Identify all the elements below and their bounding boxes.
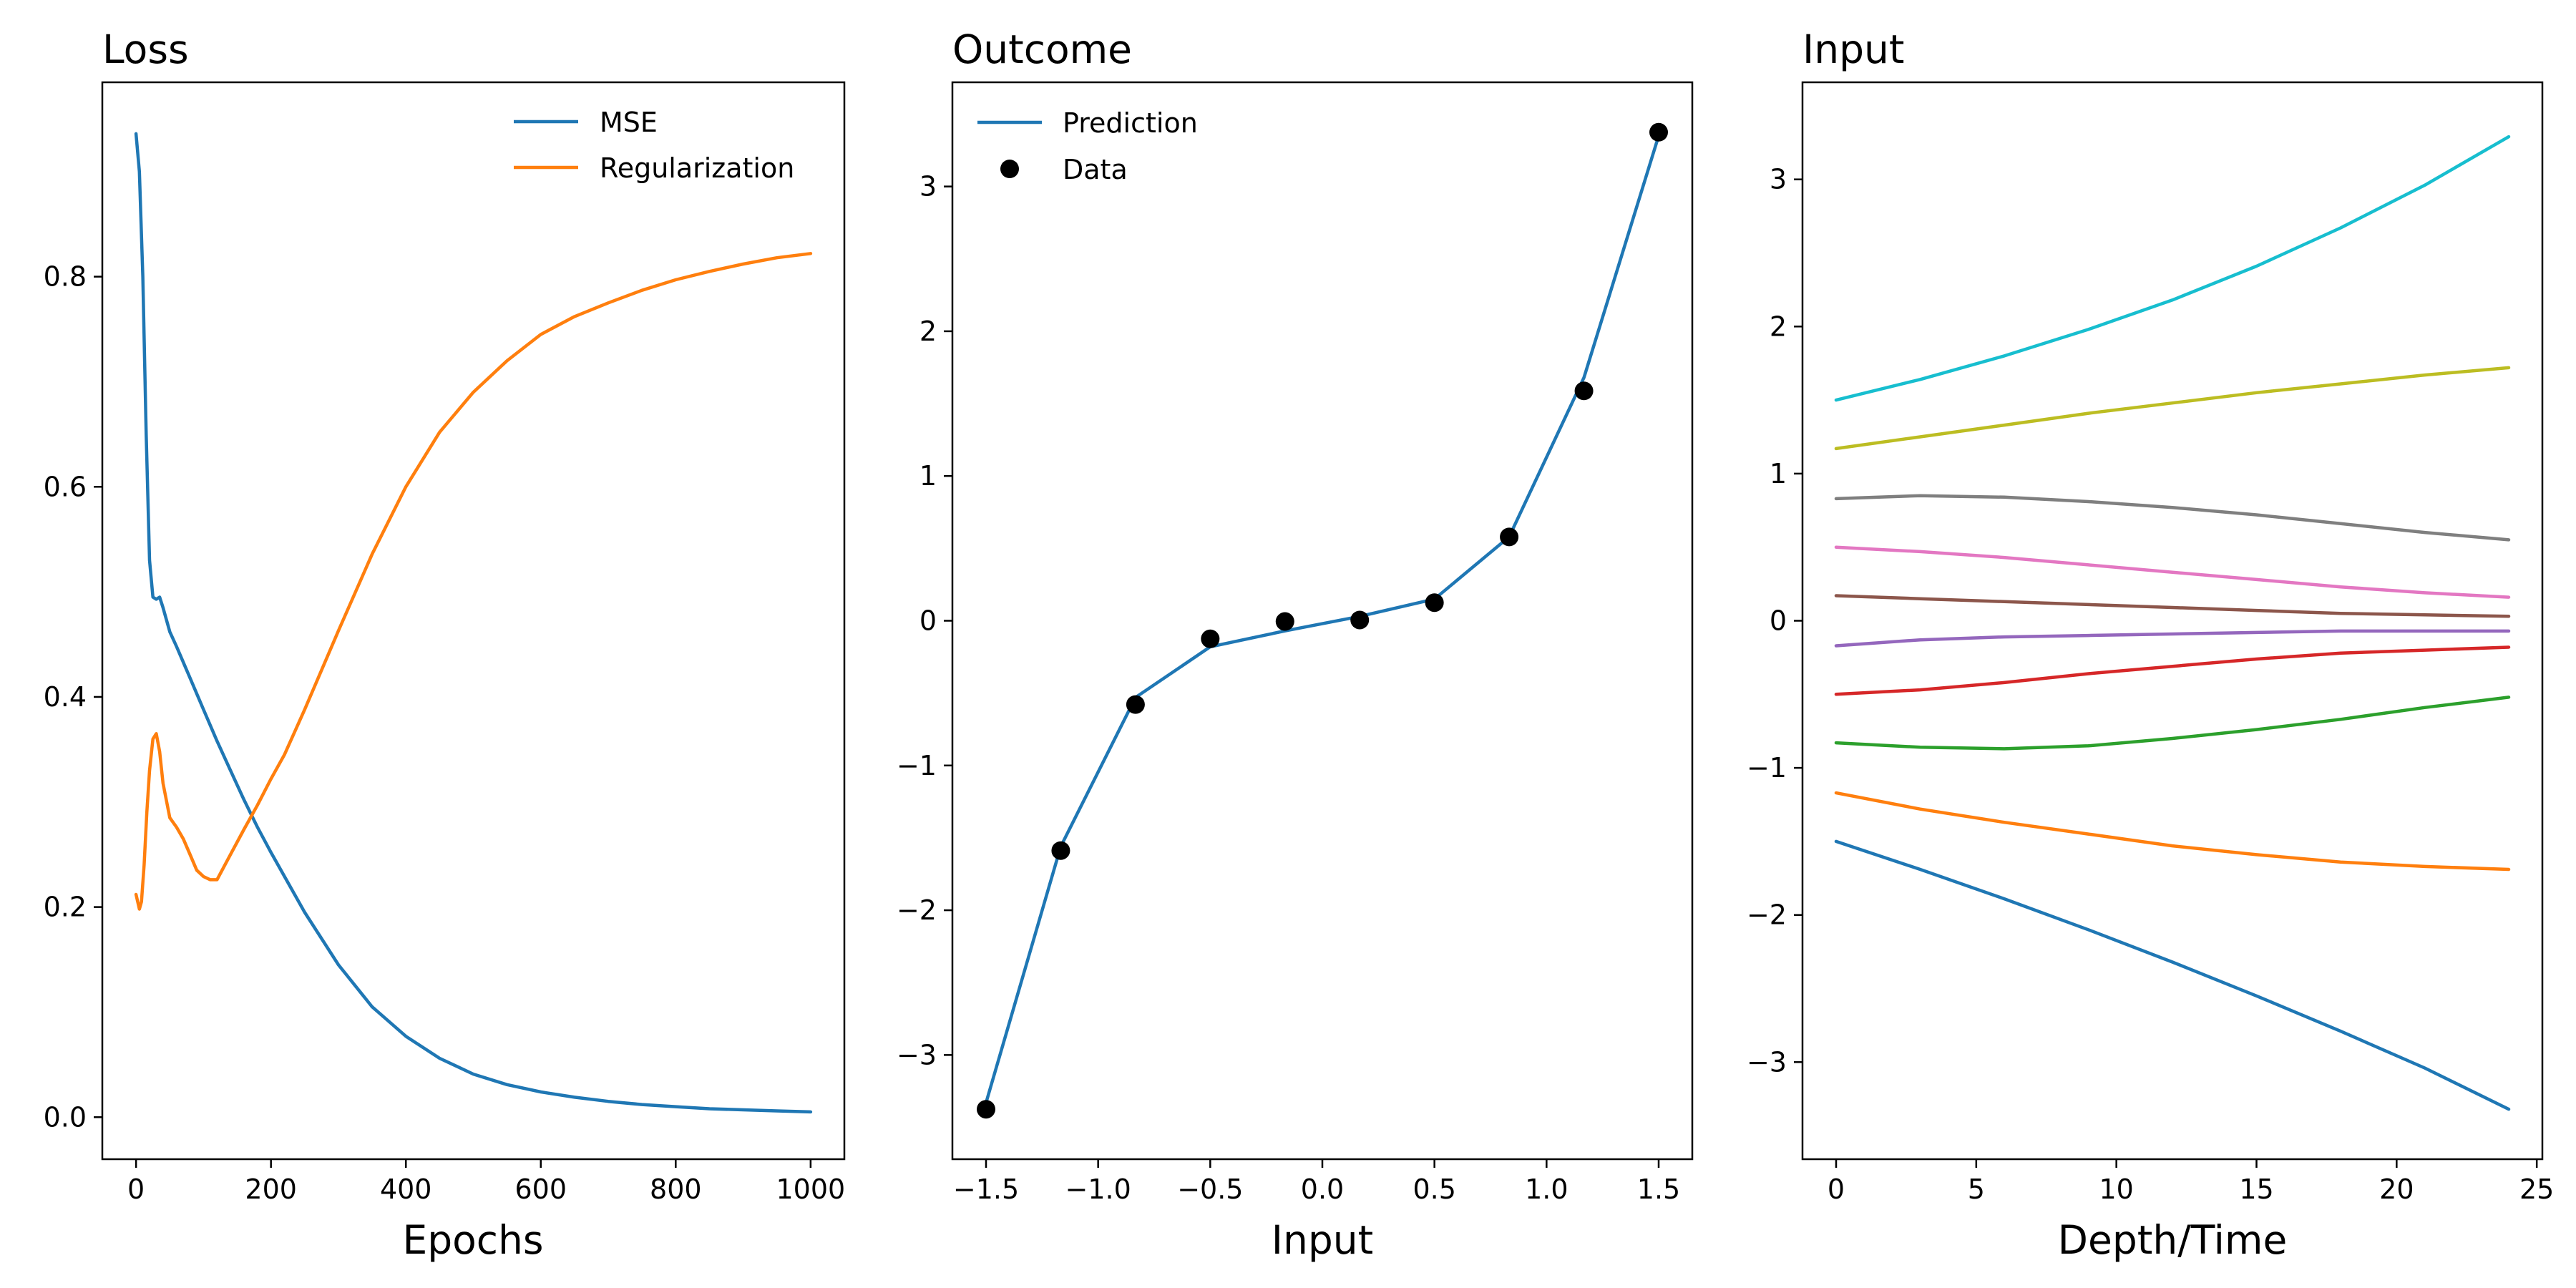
x-tick-label-input: 10: [2099, 1174, 2133, 1205]
legend-outcome: Prediction Data: [977, 107, 1198, 185]
y-tick-label-loss: 0.6: [44, 471, 87, 502]
y-tick-label-loss: 0.8: [44, 261, 87, 293]
x-tick-label-outcome: 1.0: [1525, 1174, 1568, 1205]
data-point-outcome: [1350, 610, 1370, 630]
x-tick-label-input: 5: [1968, 1174, 1985, 1205]
panel-loss: Loss 0 200 400 600 800 1000 0.0 0.2 0.4 0.6 0.8 Ep…: [44, 26, 846, 1263]
x-tick-label-outcome: 1.5: [1637, 1174, 1680, 1205]
plot-area-loss: [134, 132, 813, 1114]
series-line-input-series-8: [1834, 494, 2511, 542]
data-point-outcome: [1574, 381, 1594, 401]
y-tick-label-loss: 0.0: [44, 1101, 87, 1133]
y-tick-label-input: 0: [1770, 605, 1787, 637]
data-point-outcome: [1126, 695, 1145, 714]
data-point-outcome: [977, 1100, 995, 1119]
legend-label-data: Data: [1063, 154, 1128, 185]
series-line-input-series-4: [1834, 645, 2511, 696]
panel-title-outcome: Outcome: [952, 26, 1132, 72]
y-tick-label-input: 1: [1770, 458, 1787, 489]
series-line-loss-mse: [134, 132, 813, 1114]
y-tick-label-outcome: 3: [919, 171, 937, 203]
ticks-loss: 0 200 400 600 800 1000 0.0 0.2 0.4 0.6 0.8: [44, 261, 846, 1205]
y-tick-label-loss: 0.4: [44, 681, 87, 713]
x-tick-label-outcome: 0.5: [1413, 1174, 1455, 1205]
data-point-outcome: [1649, 122, 1668, 142]
y-tick-label-outcome: −3: [897, 1039, 937, 1070]
y-tick-label-outcome: 1: [919, 460, 937, 492]
panel-input: Input 0 5 10 15 20 25 −3 −2 −1 0 1 2 3 Depth/Time: [1747, 26, 2554, 1263]
x-tick-label-loss: 800: [650, 1174, 702, 1205]
axes-frame-input: [1801, 81, 2544, 1161]
x-tick-label-input: 25: [2519, 1174, 2554, 1205]
y-tick-label-input: 2: [1770, 311, 1787, 342]
y-tick-label-input: −3: [1747, 1046, 1787, 1078]
plot-area-input: [1834, 135, 2511, 1111]
legend-label-prediction: Prediction: [1063, 107, 1198, 139]
data-point-outcome: [1500, 527, 1519, 547]
legend-label-regularization: Regularization: [600, 152, 794, 184]
series-line-input-series-3: [1834, 696, 2511, 751]
x-tick-label-loss: 600: [515, 1174, 567, 1205]
series-line-input-series-7: [1834, 545, 2511, 599]
data-point-outcome: [1275, 612, 1294, 631]
y-tick-label-input: 3: [1770, 164, 1787, 195]
y-tick-label-outcome: −2: [897, 894, 937, 926]
legend-label-mse: MSE: [600, 107, 658, 138]
x-tick-label-loss: 200: [245, 1174, 297, 1205]
legend-loss: MSE Regularization: [514, 107, 794, 184]
x-tick-label-outcome: 0.0: [1301, 1174, 1344, 1205]
data-point-outcome: [1051, 841, 1070, 860]
legend-marker-data: [1000, 160, 1019, 178]
x-tick-label-input: 0: [1828, 1174, 1845, 1205]
data-point-outcome: [1425, 593, 1444, 613]
series-line-input-series-1: [1834, 839, 2511, 1111]
series-line-input-series-9: [1834, 366, 2511, 451]
x-axis-label-outcome: Input: [1272, 1217, 1373, 1263]
x-axis-label-loss: Epochs: [402, 1217, 543, 1263]
ticks-input: 0 5 10 15 20 25 −3 −2 −1 0 1 2 3: [1747, 164, 2554, 1205]
y-tick-label-outcome: −1: [897, 750, 937, 781]
series-line-loss-regularization: [134, 252, 813, 911]
series-line-input-series-2: [1834, 791, 2511, 872]
x-tick-label-input: 15: [2239, 1174, 2273, 1205]
y-tick-label-outcome: 0: [919, 605, 937, 637]
series-line-input-series-6: [1834, 594, 2511, 618]
series-line-outcome-prediction: [984, 134, 1661, 1105]
y-tick-label-input: −2: [1747, 899, 1787, 931]
y-tick-label-outcome: 2: [919, 316, 937, 347]
x-tick-label-loss: 1000: [776, 1174, 846, 1205]
x-tick-label-outcome: −1.5: [953, 1174, 1019, 1205]
axes-frame-outcome: [951, 81, 1694, 1161]
ticks-outcome: −1.5 −1.0 −0.5 0.0 0.5 1.0 1.5 −3 −2 −1 0 1 2 3: [897, 171, 1680, 1205]
series-line-input-series-10: [1834, 135, 2511, 402]
series-line-input-series-5: [1834, 629, 2511, 648]
axes-frame-loss: [101, 81, 846, 1161]
panel-title-loss: Loss: [102, 26, 189, 72]
x-axis-label-input: Depth/Time: [2058, 1217, 2288, 1263]
plot-area-outcome: [977, 122, 1668, 1119]
panel-outcome: Outcome −1.5 −1.0 −0.5 0.0 0.5 1.0 1.5 −3 −2 −1 0 1…: [897, 26, 1694, 1263]
x-tick-label-outcome: −0.5: [1177, 1174, 1243, 1205]
x-tick-label-input: 20: [2379, 1174, 2414, 1205]
data-point-outcome: [1201, 629, 1220, 648]
y-tick-label-input: −1: [1747, 752, 1787, 784]
x-tick-label-outcome: −1.0: [1065, 1174, 1131, 1205]
x-tick-label-loss: 400: [380, 1174, 432, 1205]
y-tick-label-loss: 0.2: [44, 892, 87, 923]
x-tick-label-loss: 0: [127, 1174, 145, 1205]
panel-title-input: Input: [1802, 26, 1904, 72]
